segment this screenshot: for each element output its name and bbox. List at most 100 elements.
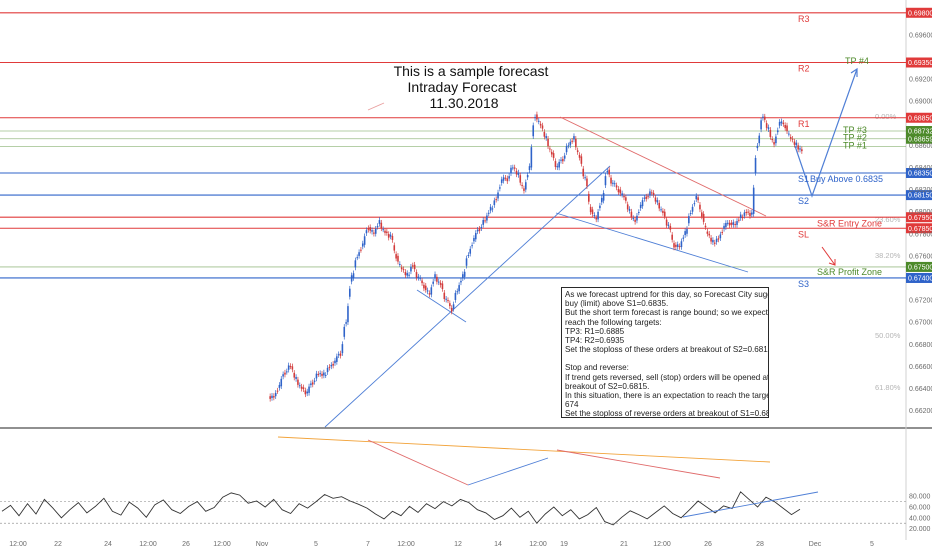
candle-body <box>636 215 638 221</box>
candle-body <box>695 195 698 200</box>
candle-body <box>365 230 368 234</box>
candle-body <box>795 142 798 146</box>
candle-body <box>547 138 549 147</box>
candle-body <box>582 168 585 177</box>
candle-body <box>539 123 542 126</box>
candle-body <box>337 354 340 356</box>
candle-body <box>289 366 292 368</box>
note-gap <box>565 354 765 363</box>
candle-body <box>563 155 566 159</box>
candle-body <box>799 148 801 150</box>
candle-body <box>393 245 396 251</box>
level-name: TP #2 <box>843 133 867 143</box>
price-tick-label: 0.67000 <box>909 320 932 327</box>
candle-body <box>638 211 640 213</box>
rsi-trend-line <box>367 439 469 486</box>
rsi-trend-line <box>277 436 771 463</box>
candle-body <box>739 214 742 219</box>
time-tick-label: Dec <box>809 541 822 548</box>
note-line-10: breakout of S2=0.6815. <box>565 381 650 391</box>
arrow-head <box>850 67 858 77</box>
candle-body <box>415 272 418 278</box>
candle-body <box>293 372 296 378</box>
candle-body <box>480 226 483 229</box>
candle-body <box>606 171 609 173</box>
level-name: S1 <box>798 174 809 184</box>
fib-level-label: 23.60% <box>875 215 901 224</box>
price-tag-label: 0.67400 <box>908 276 932 283</box>
candle-body <box>662 210 664 214</box>
candle-body <box>541 125 544 129</box>
time-tick-label: Nov <box>256 541 269 548</box>
candle-body <box>500 179 503 183</box>
candle-body <box>710 237 712 242</box>
note-line-1: As we forecast uptrend for this day, so … <box>565 290 769 299</box>
candle-body <box>332 363 334 366</box>
price-tag-label: 0.68350 <box>908 171 932 178</box>
candle-body <box>536 114 538 120</box>
candle-body <box>602 192 605 201</box>
candle-body <box>310 383 312 385</box>
candle-body <box>369 227 371 231</box>
candle-body <box>556 166 559 168</box>
trend-line <box>324 165 611 428</box>
candle-body <box>328 366 331 368</box>
candle-body <box>426 290 429 292</box>
candle-body <box>671 234 673 240</box>
chart-title-line-1: This is a sample forecast <box>394 63 549 79</box>
time-tick-label: 12:00 <box>529 541 547 548</box>
candle-body <box>395 254 397 259</box>
chart-title-line-2: Intraday Forecast <box>408 79 517 95</box>
candle-body <box>730 222 733 225</box>
candle-body <box>656 200 659 203</box>
candle-body <box>512 167 514 169</box>
time-tick-label: 26 <box>704 541 712 548</box>
candle-body <box>721 232 723 234</box>
candle-body <box>715 238 718 242</box>
level-name: SL <box>798 229 809 239</box>
candle-body <box>298 385 301 387</box>
candle-body <box>610 177 612 184</box>
price-tag-label: 0.68150 <box>908 193 932 200</box>
price-tag <box>906 168 932 178</box>
candle-body <box>291 366 294 370</box>
candle-body <box>410 266 412 272</box>
price-tick-label: 0.66800 <box>909 342 932 349</box>
price-tick-label: 0.66200 <box>909 408 932 415</box>
candle-body <box>339 353 342 356</box>
time-tick-label: 12:00 <box>397 541 415 548</box>
candle-body <box>437 281 440 283</box>
candle-body <box>589 206 592 213</box>
candle-body <box>573 136 575 140</box>
candle-body <box>510 167 512 174</box>
candle-body <box>762 116 764 118</box>
time-tick-label: 7 <box>366 541 370 548</box>
rsi-trend-line <box>467 457 549 486</box>
time-tick-label: 26 <box>182 541 190 548</box>
level-name: S2 <box>798 196 809 206</box>
candle-body <box>436 276 438 282</box>
candle-body <box>650 192 653 194</box>
price-tag <box>906 223 932 234</box>
candle-body <box>575 138 577 148</box>
candle-body <box>287 365 290 370</box>
candle-body <box>360 249 362 251</box>
price-tag-label: 0.68659 <box>908 136 932 143</box>
candle-body <box>363 236 366 245</box>
candle-body <box>782 122 785 125</box>
candle-body <box>754 157 757 173</box>
candle-body <box>689 213 692 215</box>
candle-body <box>713 242 716 244</box>
candle-body <box>521 184 523 186</box>
candle-body <box>269 396 271 399</box>
candle-body <box>311 382 314 385</box>
rsi-tick-label: 40.000 <box>909 515 931 522</box>
candle-body <box>612 182 614 184</box>
fib-level-label: 50.00% <box>875 331 901 340</box>
price-tick-label: 0.67600 <box>909 253 932 260</box>
candle-body <box>669 226 672 230</box>
rsi-tick-label: 20.000 <box>909 526 931 533</box>
time-tick-label: 19 <box>560 541 568 548</box>
candle-body <box>302 387 305 390</box>
